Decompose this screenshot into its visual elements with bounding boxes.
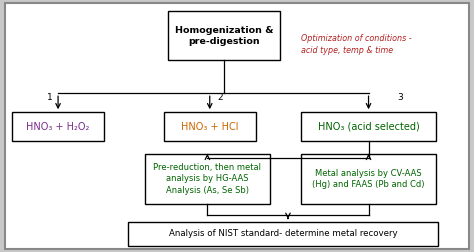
Text: Metal analysis by CV-AAS
(Hg) and FAAS (Pb and Cd): Metal analysis by CV-AAS (Hg) and FAAS (… [312, 169, 425, 189]
Text: Optimization of conditions -
acid type, temp & time: Optimization of conditions - acid type, … [301, 34, 411, 54]
FancyBboxPatch shape [145, 154, 270, 204]
Text: HNO₃ + HCl: HNO₃ + HCl [181, 122, 238, 132]
FancyBboxPatch shape [301, 154, 436, 204]
FancyBboxPatch shape [168, 11, 280, 60]
Text: 1: 1 [47, 92, 53, 102]
FancyBboxPatch shape [164, 112, 256, 141]
FancyBboxPatch shape [128, 222, 438, 246]
Text: Analysis of NIST standard- determine metal recovery: Analysis of NIST standard- determine met… [169, 229, 398, 238]
Text: Homogenization &
pre-digestion: Homogenization & pre-digestion [175, 26, 273, 46]
FancyBboxPatch shape [301, 112, 436, 141]
Text: HNO₃ + H₂O₂: HNO₃ + H₂O₂ [27, 122, 90, 132]
FancyBboxPatch shape [12, 112, 104, 141]
FancyBboxPatch shape [5, 3, 469, 249]
Text: HNO₃ (acid selected): HNO₃ (acid selected) [318, 122, 419, 132]
Text: Pre-reduction, then metal
analysis by HG-AAS
Analysis (As, Se Sb): Pre-reduction, then metal analysis by HG… [154, 163, 261, 195]
Text: 2: 2 [218, 92, 223, 102]
Text: 3: 3 [398, 92, 403, 102]
